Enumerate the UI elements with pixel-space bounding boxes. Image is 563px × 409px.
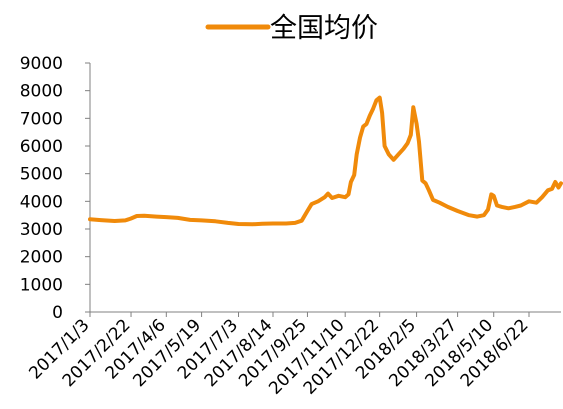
y-tick-label: 8000	[20, 82, 63, 102]
y-tick-label: 6000	[20, 137, 63, 157]
y-tick-label: 4000	[20, 192, 63, 212]
legend-label: 全国均价	[270, 13, 378, 44]
series-layer	[88, 95, 563, 227]
y-tick-label: 9000	[20, 54, 63, 74]
y-tick-label: 2000	[20, 248, 63, 268]
y-tick-label: 1000	[20, 275, 63, 295]
y-tick-label: 5000	[20, 165, 63, 185]
y-axis: 0 1000 2000 3000 4000 5000 6000 7000 8000 9000	[20, 54, 91, 323]
y-tick-label: 7000	[20, 109, 63, 129]
y-tick-label: 0	[52, 303, 63, 323]
series-line	[88, 95, 563, 227]
legend: 全国均价	[205, 13, 378, 44]
y-tick-label: 3000	[20, 220, 63, 240]
x-axis: 2017/1/32017/2/222017/4/62017/5/192017/7…	[25, 311, 561, 399]
